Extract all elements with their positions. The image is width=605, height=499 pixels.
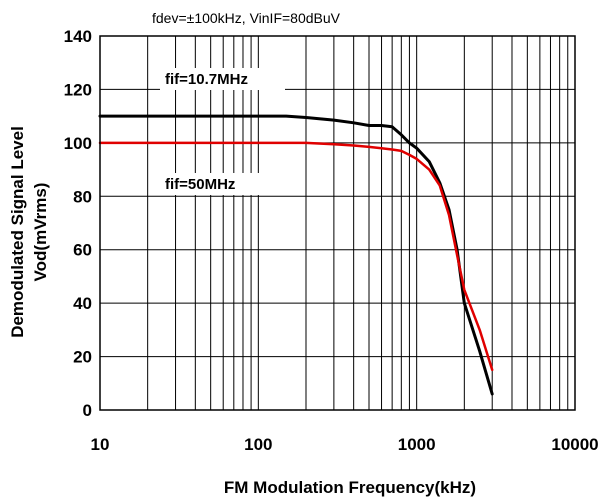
label-background-fif-10-7 <box>160 68 285 90</box>
y-tick-label: 140 <box>64 27 92 46</box>
y-tick-label: 40 <box>73 294 92 313</box>
x-tick-label: 100 <box>244 435 272 454</box>
series-line-fif-50 <box>98 141 494 372</box>
y-tick-label: 100 <box>64 134 92 153</box>
y-axis-title-line1: Demodulated Signal Level <box>8 126 27 338</box>
label-background-fif-50 <box>160 173 285 195</box>
y-tick-label: 20 <box>73 348 92 367</box>
grid-lines <box>100 36 575 410</box>
x-tick-label: 1000 <box>398 435 436 454</box>
series-layer <box>98 114 494 396</box>
plot-frame <box>99 35 576 411</box>
x-tick-label: 10000 <box>551 435 598 454</box>
x-axis-title: FM Modulation Frequency(kHz) <box>224 478 476 497</box>
x-tick-label: 10 <box>91 435 110 454</box>
y-tick-label: 120 <box>64 80 92 99</box>
series-line-fif-10-7 <box>98 114 494 396</box>
y-tick-label: 60 <box>73 241 92 260</box>
series-label-fif-10-7: fif=10.7MHz <box>165 71 248 88</box>
y-tick-label: 0 <box>83 401 92 420</box>
y-tick-label: 80 <box>73 187 92 206</box>
chart-subtitle: fdev=±100kHz, VinIF=80dBuV <box>152 10 341 26</box>
y-axis-title-line2: Vod(mVrms) <box>31 183 50 282</box>
tick-labels: 0 20 40 60 80 100 120 140 10 100 1000 10000 <box>64 27 599 454</box>
series-label-fif-50: fif=50MHz <box>165 176 235 193</box>
